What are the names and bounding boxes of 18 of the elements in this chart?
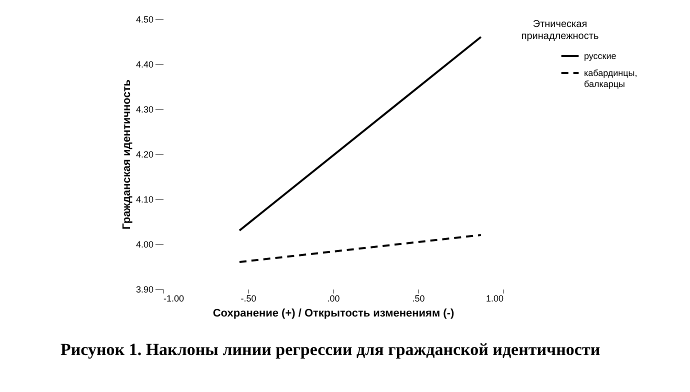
x-tick-label: 1.00: [486, 294, 504, 304]
y-tick-label: 4.50: [136, 14, 154, 24]
x-axis-title: Сохранение (+) / Открытость изменениям (-): [212, 308, 454, 320]
y-axis-title: Гражданская идентичность: [120, 79, 133, 230]
y-tick-label: 3.90: [136, 284, 154, 294]
legend-label: кабардинцы, балкарцы: [584, 68, 638, 89]
y-tick-label: 4.10: [136, 194, 154, 204]
x-tick-label: -.50: [240, 294, 256, 304]
y-tick-label: 4.20: [136, 150, 154, 160]
y-tick-label: 4.00: [136, 240, 154, 250]
x-tick-label: .00: [327, 294, 340, 304]
x-tick-label: .50: [412, 294, 425, 304]
y-tick-label: 4.40: [136, 60, 154, 70]
x-tick-label: -1.00: [164, 294, 184, 304]
legend-title: Этническая принадлежность: [521, 19, 599, 42]
text: Рисунок 1. Наклоны линии регрессии для гражданской идентичности: [60, 340, 600, 359]
legend-label: русские: [584, 51, 616, 61]
y-tick-label: 4.30: [136, 104, 154, 114]
